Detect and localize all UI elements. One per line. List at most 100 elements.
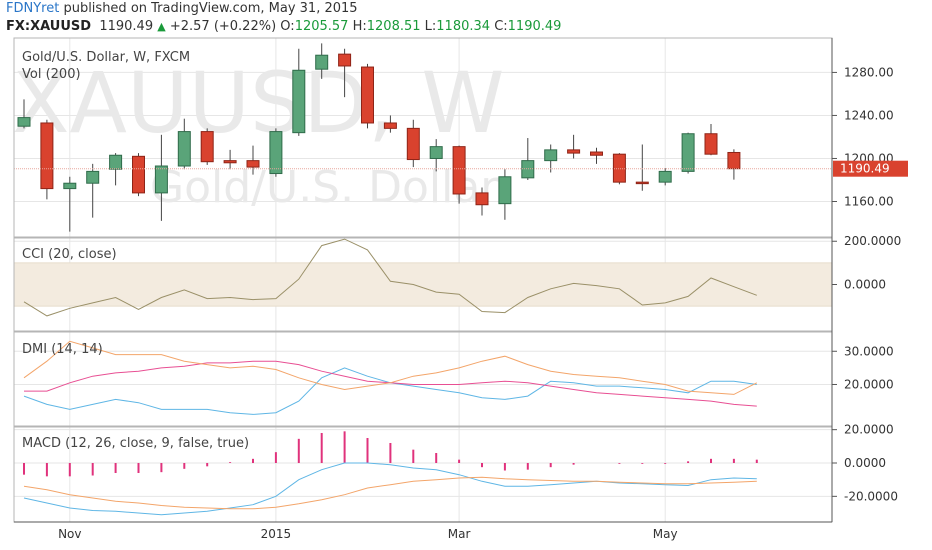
candle-body	[429, 146, 443, 159]
candle	[406, 119, 420, 168]
candle-body	[681, 133, 695, 172]
candle-body	[658, 170, 672, 183]
watermark-symbol: XAUUSD, W	[12, 54, 504, 152]
published-text: published on TradingView.com, May 31, 20…	[63, 1, 358, 16]
last-price-tag-label: 1190.49	[840, 162, 890, 176]
ohlc-summary: FX:XAUUSD 1190.49 ▲ +2.57 (+0.22%) O:120…	[6, 18, 561, 36]
candle	[63, 176, 77, 232]
y-tick-label: 0.0000	[844, 456, 886, 470]
y-tick-label: 20.0000	[844, 377, 894, 391]
candle	[704, 124, 718, 156]
macd-line	[23, 462, 757, 516]
close-label: C:	[494, 19, 508, 34]
candle	[567, 134, 581, 159]
low-value: 1180.34	[436, 19, 491, 34]
candle-body	[475, 192, 489, 206]
candle	[612, 153, 626, 185]
candle-body	[269, 131, 283, 175]
candle-body	[727, 151, 741, 170]
candle	[452, 145, 466, 204]
candle	[429, 139, 443, 172]
volume-label: Vol (200)	[22, 67, 81, 82]
candle	[658, 168, 672, 186]
pane-titles: Gold/U.S. Dollar, W, FXCM Vol (200) CCI …	[22, 50, 249, 451]
y-tick-label: 20.0000	[844, 423, 894, 437]
candle	[590, 147, 603, 164]
cci-pane-title: CCI (20, close)	[22, 247, 117, 262]
adx-line	[23, 340, 758, 395]
candle-body	[63, 182, 77, 190]
up-arrow-icon: ▲	[157, 20, 166, 33]
high-label: H:	[352, 19, 367, 34]
candle-body	[406, 127, 420, 161]
candle	[315, 43, 329, 79]
candle	[544, 144, 558, 173]
pane-frame	[13, 331, 833, 427]
candle-body	[544, 149, 558, 162]
y-tick-label: -20.0000	[844, 489, 898, 503]
candle	[269, 128, 283, 177]
candle-body	[177, 131, 191, 167]
candle	[132, 153, 145, 197]
candle	[727, 149, 741, 180]
signal-line	[23, 476, 757, 510]
candle	[86, 163, 100, 218]
candle-body	[521, 160, 535, 179]
x-tick-label: Mar	[448, 527, 471, 541]
low-label: L:	[424, 19, 437, 34]
high-value: 1208.51	[366, 19, 421, 34]
candle	[521, 138, 535, 180]
macd-pane-title: MACD (12, 26, close, 9, false, true)	[22, 436, 249, 451]
change-value: +2.57 (+0.22%)	[169, 19, 277, 34]
candle-body	[40, 122, 54, 190]
candle	[200, 128, 214, 165]
dmi-pane-title: DMI (14, 14)	[22, 342, 103, 357]
cci-line	[23, 238, 757, 317]
chart-marks	[14, 43, 832, 516]
candle	[223, 149, 237, 170]
candle	[475, 187, 489, 216]
candle	[246, 145, 260, 175]
y-tick-label: 0.0000	[844, 278, 886, 292]
candle-body	[567, 149, 581, 154]
y-tick-label: 1160.00	[844, 195, 894, 209]
candle	[383, 115, 397, 133]
candle-body	[338, 53, 352, 67]
y-tick-label: 200.0000	[844, 234, 901, 248]
author-link[interactable]: FDNYret	[6, 1, 60, 16]
price-pane-title: Gold/U.S. Dollar, W, FXCM	[22, 50, 190, 65]
candle-body	[704, 133, 718, 155]
candle-body	[452, 146, 466, 195]
candle-body	[154, 165, 168, 194]
dmi-minus-line	[24, 360, 757, 407]
x-tick-label: 2015	[261, 527, 292, 541]
candle-body	[17, 117, 31, 127]
cci-band-layer	[13, 262, 833, 307]
publish-info: FDNYret published on TradingView.com, Ma…	[6, 0, 358, 18]
open-label: O:	[280, 19, 295, 34]
candle	[154, 134, 168, 221]
x-tick-label: Nov	[58, 527, 81, 541]
candle	[338, 48, 352, 98]
open-value: 1205.57	[294, 19, 349, 34]
candle	[292, 48, 306, 136]
candle-body	[109, 154, 123, 170]
candle	[361, 63, 374, 129]
y-tick-label: 1240.00	[844, 108, 894, 122]
candle	[681, 132, 695, 174]
candle-body	[315, 54, 329, 70]
candle-body	[635, 181, 649, 185]
candle-body	[223, 160, 237, 164]
candle-body	[383, 122, 397, 129]
candle-body	[86, 170, 100, 184]
watermark-name: Gold/U.S. Dollar	[150, 162, 499, 213]
candle-body	[590, 151, 603, 156]
x-tick-label: May	[653, 527, 678, 541]
candle	[177, 118, 191, 170]
candle-body	[292, 69, 306, 134]
candle-body	[246, 160, 260, 168]
candle	[635, 144, 649, 191]
candle-body	[200, 131, 214, 163]
y-tick-label: 30.0000	[844, 344, 894, 358]
